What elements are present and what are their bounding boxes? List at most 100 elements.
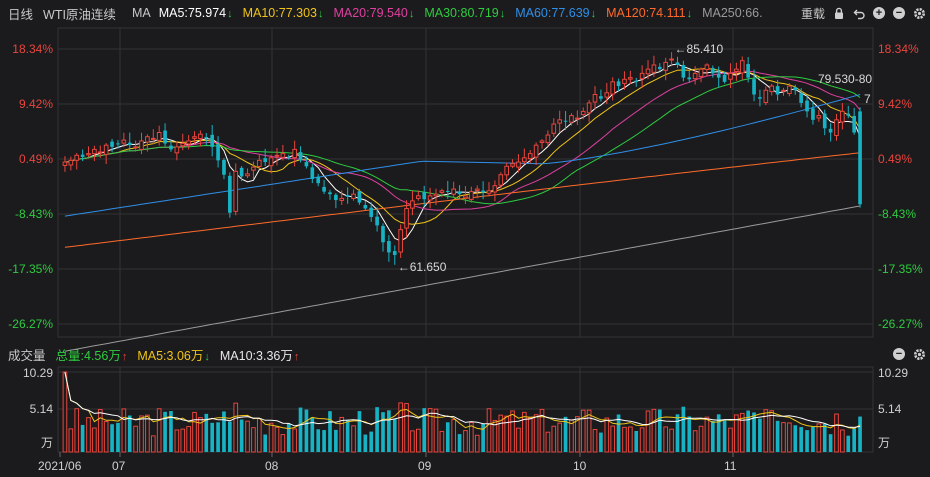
- volume-bar-down: [392, 418, 397, 452]
- vol-ma5-label: MA5:: [137, 348, 167, 363]
- volume-bar-down: [316, 429, 321, 452]
- volume-bar-down: [110, 424, 114, 452]
- volume-bar-down: [775, 420, 780, 452]
- volume-bar-up: [451, 419, 456, 453]
- volume-bar-down: [793, 425, 798, 452]
- candle-up: [150, 137, 156, 140]
- indicator-ma250[interactable]: MA250:66.: [702, 6, 762, 20]
- volume-bar-up: [68, 428, 74, 453]
- volume-bar-down: [369, 431, 374, 452]
- candle-down: [445, 191, 450, 193]
- volume-bar-down: [852, 428, 856, 452]
- indicator-value: 75.974: [187, 6, 227, 20]
- settings-icon[interactable]: [912, 347, 926, 361]
- volume-bar-up: [834, 413, 839, 453]
- volume-bar-down: [799, 427, 803, 452]
- y-tick-label-left: -17.35%: [8, 262, 53, 276]
- volume-bar-up: [557, 422, 563, 453]
- undo-icon[interactable]: [852, 6, 866, 20]
- candle-up: [651, 64, 657, 73]
- candle-down: [239, 167, 244, 177]
- arrow-down-icon: ↓: [686, 8, 693, 20]
- candle-up: [763, 89, 769, 103]
- indicator-ma5[interactable]: MA5:75.974↓: [159, 6, 233, 20]
- arrow-down-icon: ↓: [590, 8, 597, 20]
- candle-up: [610, 81, 616, 95]
- volume-bar-down: [675, 414, 680, 452]
- candle-up: [527, 153, 533, 160]
- candle-down: [422, 192, 427, 200]
- volume-bar-up: [604, 417, 610, 453]
- vol-ma10-label: MA10:: [219, 348, 257, 363]
- zoom-in-icon[interactable]: +: [872, 6, 886, 20]
- volume-bar-up: [62, 371, 68, 453]
- indicator-ma60[interactable]: MA60:77.639↓: [515, 6, 596, 20]
- ma20-line: [64, 70, 861, 211]
- annotation-level: 7: [864, 92, 871, 106]
- candle-up: [198, 133, 203, 140]
- volume-bar-down: [445, 422, 450, 452]
- volume-bar-up: [150, 435, 156, 453]
- volume-bar-up: [74, 408, 80, 453]
- candle-up: [728, 72, 733, 80]
- indicator-label: MA60:: [515, 6, 552, 20]
- volume-bar-up: [698, 425, 704, 453]
- annotation-high: ←85.410: [675, 42, 724, 56]
- symbol-label[interactable]: WTI原油连续: [43, 7, 116, 22]
- candle-down: [634, 80, 639, 82]
- price-indicator-bar: 日线 WTI原油连续 MA MA5:75.974↓ MA10:77.303↓ MA2…: [0, 0, 930, 26]
- volume-bar-up: [622, 426, 627, 453]
- chart-annotations: ←85.410 ←61.650 79.530-80 7: [398, 42, 873, 274]
- candle-up: [739, 60, 745, 74]
- candle-up: [663, 61, 669, 71]
- volume-bar-up: [569, 419, 574, 453]
- settings-icon[interactable]: [912, 6, 926, 20]
- volume-bar-down: [328, 411, 332, 452]
- candle-down: [169, 145, 173, 150]
- y-tick-label-right: -26.27%: [878, 317, 923, 331]
- indicator-ma20[interactable]: MA20:79.540↓: [333, 6, 414, 20]
- indicator-label: MA120:: [606, 6, 650, 20]
- candle-down: [710, 67, 715, 74]
- x-tick-label: 2021/06: [38, 459, 82, 473]
- zoom-out-icon[interactable]: −: [892, 6, 906, 20]
- ma120-line: [64, 152, 861, 248]
- vol-ma5-value: 3.06万: [166, 348, 204, 363]
- candle-up: [416, 195, 421, 199]
- volume-bar-up: [769, 410, 775, 453]
- x-tick-label: 10: [573, 459, 587, 473]
- indicator-value: 74.111: [649, 6, 686, 20]
- reload-button[interactable]: 重载: [800, 6, 825, 21]
- period-label[interactable]: 日线: [8, 7, 34, 22]
- candle-up: [834, 119, 839, 136]
- volume-bar-down: [422, 408, 427, 452]
- total-volume-label: 总量:: [55, 348, 84, 363]
- volume-bar-down: [387, 410, 391, 452]
- indicator-ma120[interactable]: MA120:74.111↓: [606, 6, 692, 20]
- volume-bar-up: [545, 431, 551, 453]
- candle-up: [698, 68, 704, 77]
- candle-down: [392, 251, 397, 255]
- lock-icon[interactable]: [832, 6, 846, 20]
- candle-down: [858, 111, 862, 205]
- x-tick-label: 07: [112, 459, 126, 473]
- volume-bar-up: [474, 434, 480, 453]
- ma-label[interactable]: MA: [131, 6, 151, 20]
- candle-down: [675, 62, 680, 65]
- volume-bar-down: [457, 434, 462, 452]
- zoom-out-icon[interactable]: −: [892, 347, 906, 361]
- candle-up: [816, 115, 822, 119]
- indicator-ma30[interactable]: MA30:80.719↓: [424, 6, 505, 20]
- indicator-ma10[interactable]: MA10:77.303↓: [243, 6, 324, 20]
- y-tick-label-left: -8.43%: [15, 207, 53, 221]
- candle-up: [492, 185, 498, 193]
- candle-down: [363, 204, 368, 209]
- arrow-down-icon: ↓: [227, 8, 233, 20]
- indicator-label: MA10:: [242, 6, 279, 20]
- volume-bar-up: [433, 408, 439, 453]
- candle-up: [103, 144, 109, 155]
- candle-up: [121, 139, 127, 144]
- y-tick-label-left: 0.49%: [19, 152, 53, 166]
- total-volume-value: 4.56万: [84, 348, 121, 363]
